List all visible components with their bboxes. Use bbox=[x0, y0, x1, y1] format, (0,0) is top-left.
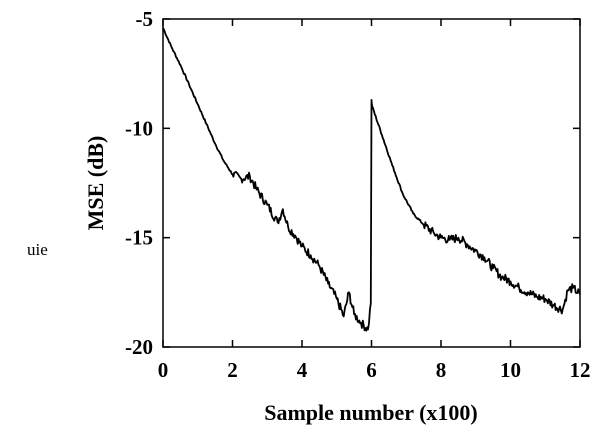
x-axis-label: Sample number (x100) bbox=[264, 400, 478, 425]
x-tick-label: 2 bbox=[227, 358, 238, 382]
x-tick-label: 6 bbox=[366, 358, 377, 382]
y-tick-label: -10 bbox=[125, 116, 153, 140]
x-tick-label: 8 bbox=[436, 358, 447, 382]
y-tick-label: -15 bbox=[125, 226, 153, 250]
x-axis-ticks: 0 2 4 6 8 10 12 bbox=[158, 19, 591, 382]
x-tick-label: 12 bbox=[570, 358, 591, 382]
y-tick-label: -20 bbox=[125, 335, 153, 359]
mse-series-line bbox=[162, 27, 581, 332]
y-tick-label: -5 bbox=[136, 7, 154, 31]
x-tick-label: 0 bbox=[158, 358, 169, 382]
x-tick-label: 10 bbox=[500, 358, 521, 382]
y-axis-label: MSE (dB) bbox=[83, 136, 108, 231]
side-text: uie bbox=[27, 240, 48, 259]
x-tick-label: 4 bbox=[297, 358, 308, 382]
y-axis-ticks: -5 -10 -15 -20 bbox=[125, 7, 580, 359]
